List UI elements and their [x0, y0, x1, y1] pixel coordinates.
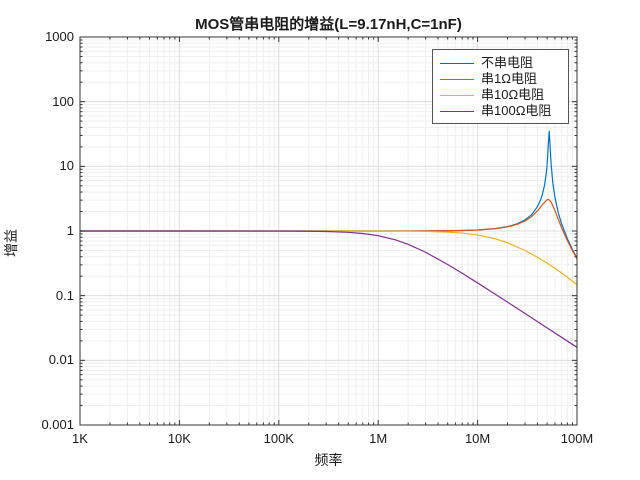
y-axis-label: 增益 [3, 229, 19, 257]
y-tick-label: 1 [66, 223, 74, 238]
legend-item: 不串电阻 [440, 55, 562, 71]
x-tick-label: 1M [369, 431, 388, 446]
y-tick-label: 0.1 [55, 287, 74, 303]
x-axis-label: 频率 [314, 452, 343, 468]
legend: 不串电阻 串1Ω电阻 串10Ω电阻 串100Ω电阻 [432, 49, 569, 124]
x-tick-label: 1K [72, 431, 88, 446]
legend-line-swatch [440, 110, 474, 112]
x-tick-label: 10M [464, 431, 491, 446]
legend-label: 不串电阻 [481, 55, 534, 70]
chart-title: MOS管串电阻的增益(L=9.17nH,C=1nF) [195, 16, 462, 33]
legend-label: 串10Ω电阻 [481, 87, 545, 102]
x-tick-label: 100K [263, 431, 294, 446]
x-tick-label: 100M [560, 431, 594, 446]
legend-line-swatch [440, 62, 474, 64]
legend-item: 串10Ω电阻 [440, 87, 562, 103]
legend-label: 串100Ω电阻 [481, 103, 552, 118]
legend-item: 串100Ω电阻 [440, 103, 562, 119]
y-tick-label: 0.001 [41, 417, 74, 432]
series-curve-2 [80, 230, 578, 286]
legend-item: 串1Ω电阻 [440, 71, 562, 87]
series-curve-0 [80, 130, 578, 259]
y-tick-label: 1000 [45, 29, 74, 44]
legend-line-swatch [440, 78, 474, 80]
y-tick-label: 100 [52, 93, 74, 109]
legend-label: 串1Ω电阻 [481, 71, 537, 86]
series-curve-3 [80, 230, 578, 348]
y-tick-label: 10 [59, 158, 74, 174]
y-tick-label: 0.01 [48, 352, 74, 368]
legend-line-swatch [440, 94, 474, 96]
series-curve-1 [80, 199, 578, 260]
x-tick-label: 10K [167, 431, 191, 446]
